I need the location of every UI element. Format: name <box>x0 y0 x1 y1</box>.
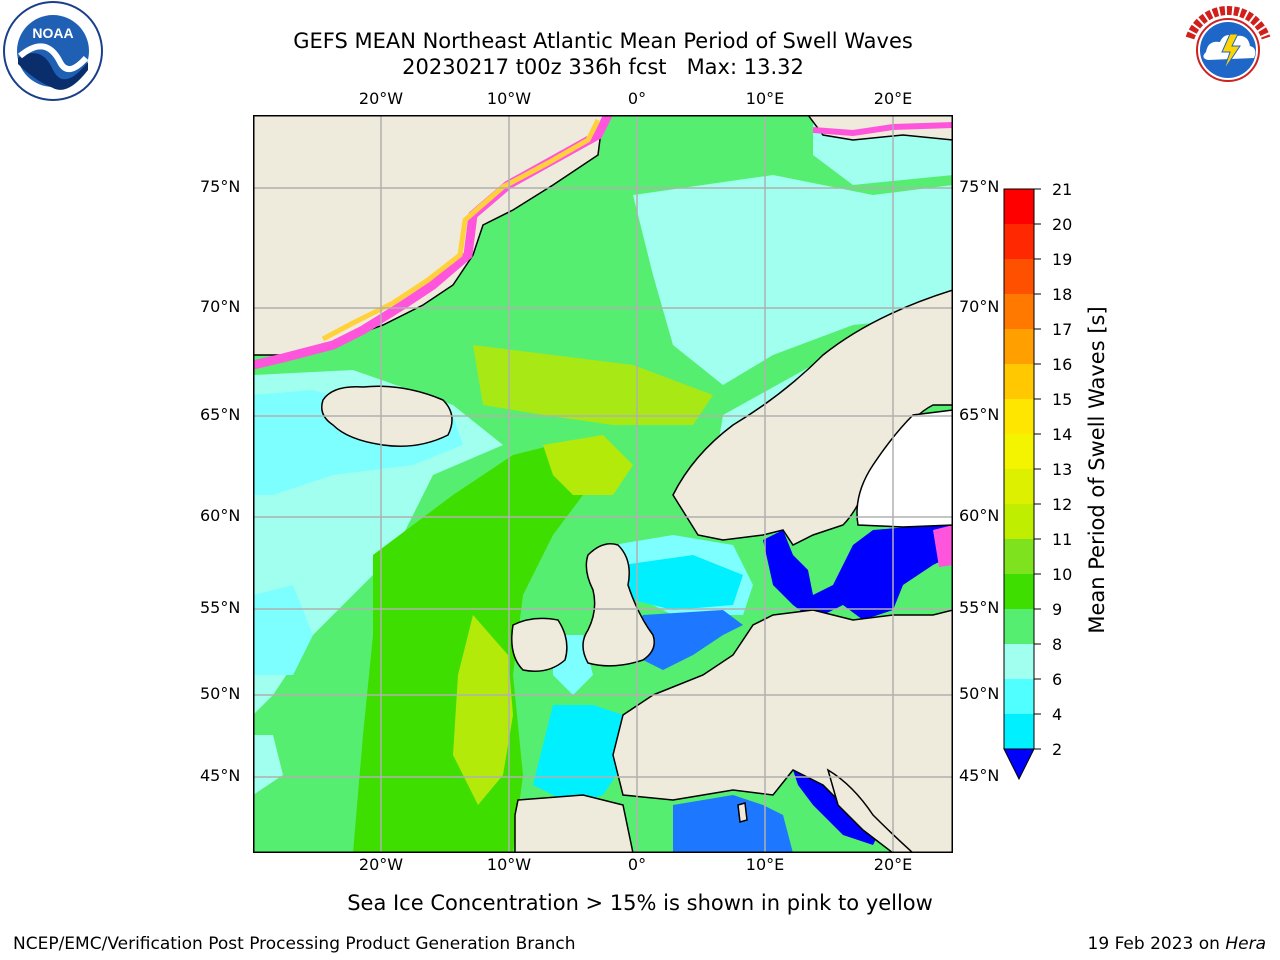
sea-ice-note: Sea Ice Concentration > 15% is shown in … <box>347 891 933 915</box>
colorbar-segment <box>1004 609 1034 644</box>
lon-label-top: 20°E <box>873 89 913 108</box>
colorbar-segment <box>1004 504 1034 539</box>
sea-ice-edge-yellow <box>321 118 601 342</box>
colorbar-segment <box>1004 189 1034 224</box>
zone-yellowgreen-faroe <box>543 435 633 495</box>
zone-blue-mediterranean <box>673 795 793 853</box>
lat-label-right: 55°N <box>959 598 1000 617</box>
zone-cyan-norwegiansea <box>633 175 953 385</box>
lat-label-right: 70°N <box>959 297 1000 316</box>
colorbar-segment <box>1004 574 1034 609</box>
colorbar-tick-label: 9 <box>1052 600 1063 619</box>
colorbar-tick-label: 12 <box>1052 495 1073 514</box>
noaa-logo: NOAA <box>2 0 104 102</box>
lon-label-bottom: 20°W <box>358 855 404 874</box>
graticule <box>253 115 953 853</box>
colorbar-segment <box>1004 469 1034 504</box>
lon-label-top: 10°W <box>486 89 532 108</box>
land-iberia <box>514 794 634 853</box>
colorbar-segment <box>1004 364 1034 399</box>
colorbar-tick-label: 18 <box>1052 285 1073 304</box>
colorbar-label: Mean Period of Swell Waves [s] <box>1085 306 1109 634</box>
zone-cyan-biscay <box>533 705 623 805</box>
colorbar-extend-arrow <box>1003 748 1035 781</box>
lon-label-bottom: 10°E <box>745 855 785 874</box>
zone-cyan-west-lower <box>253 585 313 675</box>
lon-label-top: 20°W <box>358 89 404 108</box>
colorbar-tick-label: 15 <box>1052 390 1073 409</box>
colorbar-tick-label: 21 <box>1052 180 1073 199</box>
zone-yellowgreen-norwegian <box>473 345 713 425</box>
colorbar-tick-label: 16 <box>1052 355 1073 374</box>
zone-pink-baltic-ice <box>933 525 953 567</box>
lat-label-left: 60°N <box>200 506 241 525</box>
colorbar-tick-label: 8 <box>1052 635 1063 654</box>
land-continent <box>612 609 953 853</box>
chart-subtitle: 20230217 t00z 336h fcst Max: 13.32 <box>402 55 804 79</box>
colorbar-tick-label: 13 <box>1052 460 1073 479</box>
colorbar-tick-label: 17 <box>1052 320 1073 339</box>
colorbar-tick-label: 6 <box>1052 670 1063 689</box>
map-canvas <box>253 115 953 853</box>
colorbar-tick-label: 4 <box>1052 705 1063 724</box>
colorbar-segment <box>1004 644 1034 679</box>
lat-label-right: 50°N <box>959 684 1000 703</box>
map-border <box>253 115 953 853</box>
sea-ice-edge-barents <box>812 122 953 137</box>
lat-label-right: 60°N <box>959 506 1000 525</box>
land-masses <box>253 115 953 853</box>
colorbar-tick-label: 19 <box>1052 250 1073 269</box>
swell-period-map <box>253 115 953 853</box>
footer-credit: NCEP/EMC/Verification Post Processing Pr… <box>13 934 576 954</box>
lat-label-right: 65°N <box>959 405 1000 424</box>
colorbar-tick-label: 11 <box>1052 530 1073 549</box>
colorbar-tick-label: 14 <box>1052 425 1073 444</box>
lat-label-left: 65°N <box>200 405 241 424</box>
colorbar-tick-label: 20 <box>1052 215 1073 234</box>
colorbar-tick-label: 2 <box>1052 740 1063 759</box>
zone-cyan-southwest <box>253 735 283 795</box>
colorbar-segment <box>1004 294 1034 329</box>
zone-cyan-northsea2 <box>623 555 743 610</box>
colorbar-segment <box>1004 259 1034 294</box>
zone-darkblue-baltic <box>763 525 953 620</box>
lon-label-bottom: 0° <box>627 855 647 874</box>
chart-title: GEFS MEAN Northeast Atlantic Mean Period… <box>293 29 913 53</box>
lat-label-left: 55°N <box>200 598 241 617</box>
land-corsica <box>737 802 748 823</box>
colorbar-segment <box>1004 329 1034 364</box>
colorbar-segment <box>1004 679 1034 714</box>
colorbar-svg <box>1003 188 1041 781</box>
lon-label-bottom: 20°E <box>873 855 913 874</box>
land-ireland <box>511 617 568 672</box>
colorbar-segment <box>1004 399 1034 434</box>
lon-label-top: 0° <box>627 89 647 108</box>
svg-text:NOAA: NOAA <box>32 25 73 41</box>
lat-label-right: 75°N <box>959 177 1000 196</box>
colorbar-segment <box>1004 434 1034 469</box>
zone-blue-channel <box>633 610 743 670</box>
colorbar-segment <box>1004 714 1034 749</box>
lat-label-right: 45°N <box>959 766 1000 785</box>
lat-label-left: 50°N <box>200 684 241 703</box>
colorbar-segment <box>1004 224 1034 259</box>
footer-host: Hera <box>1225 934 1266 954</box>
colorbar-segment <box>1004 539 1034 574</box>
lon-label-bottom: 10°W <box>486 855 532 874</box>
colorbar-tick-label: 10 <box>1052 565 1073 584</box>
lat-label-left: 45°N <box>200 766 241 785</box>
colorbar <box>1003 188 1041 781</box>
land-gulf-bothnia-water <box>856 409 953 528</box>
lat-label-left: 70°N <box>200 297 241 316</box>
footer-date: 19 Feb 2023 on Hera <box>1088 934 1266 954</box>
nws-logo <box>1178 0 1278 100</box>
lon-label-top: 10°E <box>745 89 785 108</box>
zone-yellowgreen-biscay <box>453 615 513 805</box>
lat-label-left: 75°N <box>200 177 241 196</box>
footer-date-text: 19 Feb 2023 on <box>1087 934 1226 954</box>
